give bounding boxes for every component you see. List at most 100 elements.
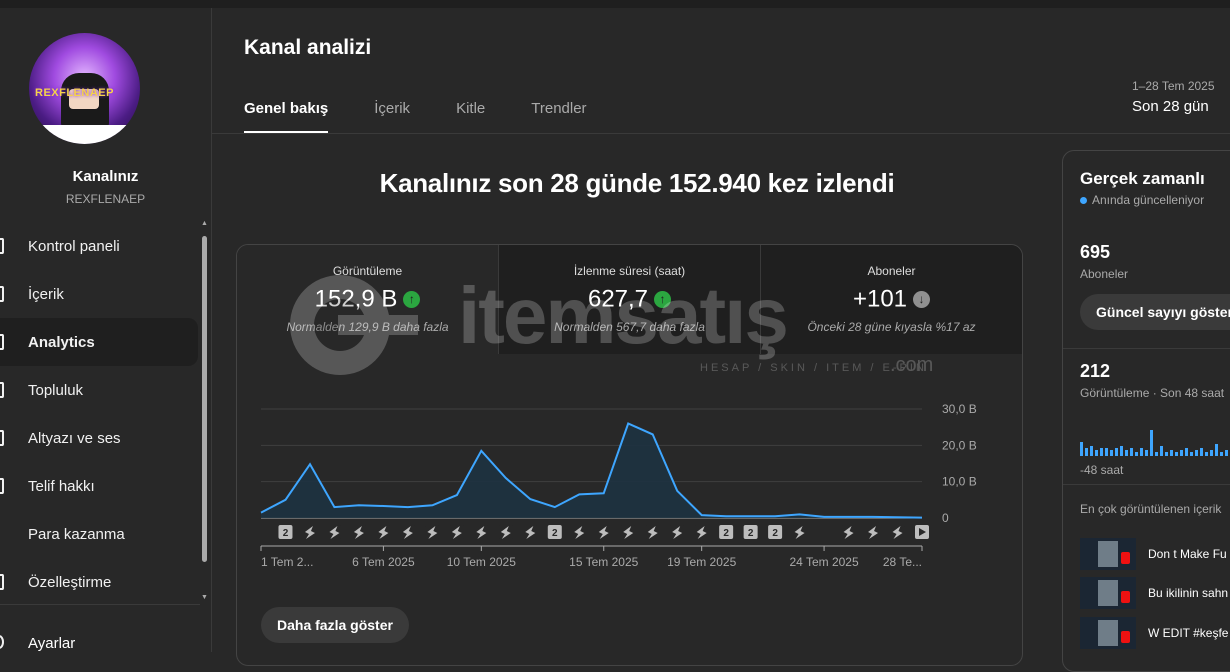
upload-marker-icon[interactable]: 2 bbox=[743, 525, 758, 539]
realtime-bar bbox=[1220, 452, 1223, 456]
tab-audience[interactable]: Kitle bbox=[456, 100, 486, 117]
upload-marker-icon[interactable] bbox=[425, 525, 440, 539]
tab-trends[interactable]: Trendler bbox=[531, 100, 587, 117]
top-content-label: En çok görüntülenen içerik bbox=[1080, 502, 1222, 516]
realtime-bar bbox=[1110, 450, 1113, 456]
metric-value-row: +101 ↓ bbox=[761, 285, 1022, 314]
shorts-icon bbox=[378, 526, 389, 539]
shorts-icon bbox=[598, 526, 609, 539]
upload-marker-icon[interactable]: 2 bbox=[278, 525, 293, 539]
upload-marker-icon[interactable] bbox=[694, 525, 709, 539]
realtime-views-value: 212 bbox=[1080, 361, 1111, 381]
realtime-bar-chart[interactable] bbox=[1080, 416, 1230, 456]
metric-value: 627,7 bbox=[587, 285, 649, 313]
avatar-base bbox=[29, 125, 140, 144]
realtime-views-label: Görüntüleme · Son 48 saat bbox=[1080, 386, 1225, 400]
date-range-label[interactable]: Son 28 gün bbox=[1132, 98, 1209, 115]
tab-overview[interactable]: Genel bakış bbox=[244, 100, 329, 134]
sidebar-item-monetization[interactable]: Para kazanma bbox=[0, 510, 211, 558]
video-title: Don t Make Fu bbox=[1148, 547, 1227, 561]
upload-marker-icon[interactable]: 2 bbox=[719, 525, 734, 539]
realtime-bar bbox=[1155, 452, 1158, 456]
upload-marker-icon[interactable] bbox=[327, 525, 342, 539]
upload-marker-icon[interactable] bbox=[890, 525, 905, 539]
shorts-icon bbox=[574, 526, 585, 539]
shorts-icon bbox=[647, 526, 658, 539]
shorts-icon bbox=[1121, 552, 1130, 564]
shorts-icon bbox=[623, 526, 634, 539]
upload-marker-icon[interactable] bbox=[670, 525, 685, 539]
avatar-face bbox=[69, 89, 99, 109]
upload-marker-icon[interactable] bbox=[572, 525, 587, 539]
realtime-title: Gerçek zamanlı bbox=[1080, 169, 1205, 188]
video-title: Bu ikilinin sahn bbox=[1148, 586, 1229, 600]
marker-box bbox=[768, 525, 783, 539]
sidebar-item-settings[interactable]: Ayarlar bbox=[0, 618, 200, 658]
customization-icon bbox=[0, 574, 4, 590]
tab-content[interactable]: İçerik bbox=[374, 100, 411, 117]
upload-marker-icon[interactable] bbox=[841, 525, 856, 539]
realtime-live-status: Anında güncelleniyor bbox=[1080, 193, 1204, 207]
realtime-bar bbox=[1160, 446, 1163, 456]
upload-marker-icon[interactable] bbox=[376, 525, 391, 539]
top-content-item[interactable]: Bu ikilinin sahn bbox=[1080, 577, 1230, 609]
upload-marker-icon[interactable] bbox=[400, 525, 415, 539]
upload-marker-icon[interactable] bbox=[866, 525, 881, 539]
upload-marker-icon[interactable] bbox=[523, 525, 538, 539]
realtime-bar bbox=[1140, 448, 1143, 456]
sidebar-item-community[interactable]: Topluluk bbox=[0, 366, 211, 414]
metric-label: İzlenme süresi (saat) bbox=[573, 264, 686, 278]
metric-comparison: Normalden 567,7 daha fazla bbox=[554, 320, 705, 334]
metric-views[interactable]: Görüntüleme 152,9 B ↑ Normalden 129,9 B d… bbox=[237, 245, 499, 354]
marker-count: 2 bbox=[723, 528, 729, 539]
date-range[interactable]: 1–28 Tem 2025 bbox=[1132, 79, 1215, 93]
upload-marker-icon[interactable] bbox=[351, 525, 366, 539]
metric-value: 152,9 B bbox=[314, 285, 398, 313]
metric-subscribers[interactable]: Aboneler +101 ↓ Önceki 28 güne kıyasla %1… bbox=[761, 245, 1022, 354]
realtime-bar bbox=[1180, 450, 1183, 456]
sidebar-item-customization[interactable]: Özelleştirme bbox=[0, 558, 211, 606]
upload-marker-icon[interactable] bbox=[915, 525, 929, 539]
sidebar-item-copyright[interactable]: Telif hakkı bbox=[0, 462, 211, 510]
marker-box bbox=[743, 525, 758, 539]
x-tick-label: 15 Tem 2025 bbox=[569, 555, 638, 569]
shorts-icon bbox=[696, 526, 707, 539]
shorts-icon bbox=[427, 526, 438, 539]
upload-marker-icon[interactable]: 2 bbox=[768, 525, 783, 539]
upload-marker-icon[interactable] bbox=[302, 525, 317, 539]
upload-marker-icon[interactable] bbox=[498, 525, 513, 539]
page-title: Kanal analizi bbox=[244, 36, 372, 59]
views-chart[interactable]: 30,0 B 20,0 B 10,0 B 0 2 2 2 2 2 1 Tem 2... 6 Tem … bbox=[237, 354, 1022, 584]
sidebar-item-dashboard[interactable]: Kontrol paneli bbox=[0, 222, 211, 270]
thumbnail-image bbox=[1098, 580, 1118, 606]
channel-avatar[interactable]: REXFLENAEP bbox=[29, 33, 140, 144]
scroll-down-arrow[interactable]: ▼ bbox=[201, 594, 208, 601]
sidebar-scrollbar[interactable] bbox=[202, 236, 207, 562]
upload-marker-icon[interactable] bbox=[621, 525, 636, 539]
realtime-subscribers-value: 695 bbox=[1080, 242, 1111, 262]
upload-marker-icon[interactable] bbox=[449, 525, 464, 539]
metric-value-row: 627,7 ↑ bbox=[499, 285, 760, 314]
upload-marker-icon[interactable]: 2 bbox=[547, 525, 562, 539]
top-strip bbox=[0, 0, 1230, 8]
sidebar: REXFLENAEP Kanalınız REXFLENAEP Kontrol … bbox=[0, 8, 212, 652]
metric-watch-time[interactable]: İzlenme süresi (saat) 627,7 ↑ Normalden 5… bbox=[499, 245, 761, 354]
scroll-up-arrow[interactable]: ▲ bbox=[201, 220, 208, 227]
sidebar-item-content[interactable]: İçerik bbox=[0, 270, 211, 318]
show-more-button[interactable]: Daha fazla göster bbox=[261, 607, 409, 643]
upload-marker-icon[interactable] bbox=[474, 525, 489, 539]
metric-value: +101 bbox=[852, 285, 908, 313]
sidebar-item-subtitles[interactable]: Altyazı ve ses bbox=[0, 414, 211, 462]
top-content-item[interactable]: Don t Make Fu bbox=[1080, 538, 1230, 570]
series-area bbox=[261, 423, 922, 518]
y-tick-label: 0 bbox=[942, 511, 949, 525]
shorts-icon bbox=[1121, 591, 1130, 603]
sidebar-item-analytics[interactable]: Analytics bbox=[0, 318, 198, 366]
top-content-item[interactable]: W EDIT #keşfe bbox=[1080, 617, 1230, 649]
upload-marker-icon[interactable] bbox=[645, 525, 660, 539]
upload-marker-icon[interactable] bbox=[792, 525, 807, 539]
analytics-tabs: Genel bakış İçerik Kitle Trendler bbox=[244, 100, 633, 134]
show-live-count-button[interactable]: Güncel sayıyı göster bbox=[1080, 294, 1230, 330]
upload-marker-icon[interactable] bbox=[596, 525, 611, 539]
x-tick-label: 19 Tem 2025 bbox=[667, 555, 736, 569]
